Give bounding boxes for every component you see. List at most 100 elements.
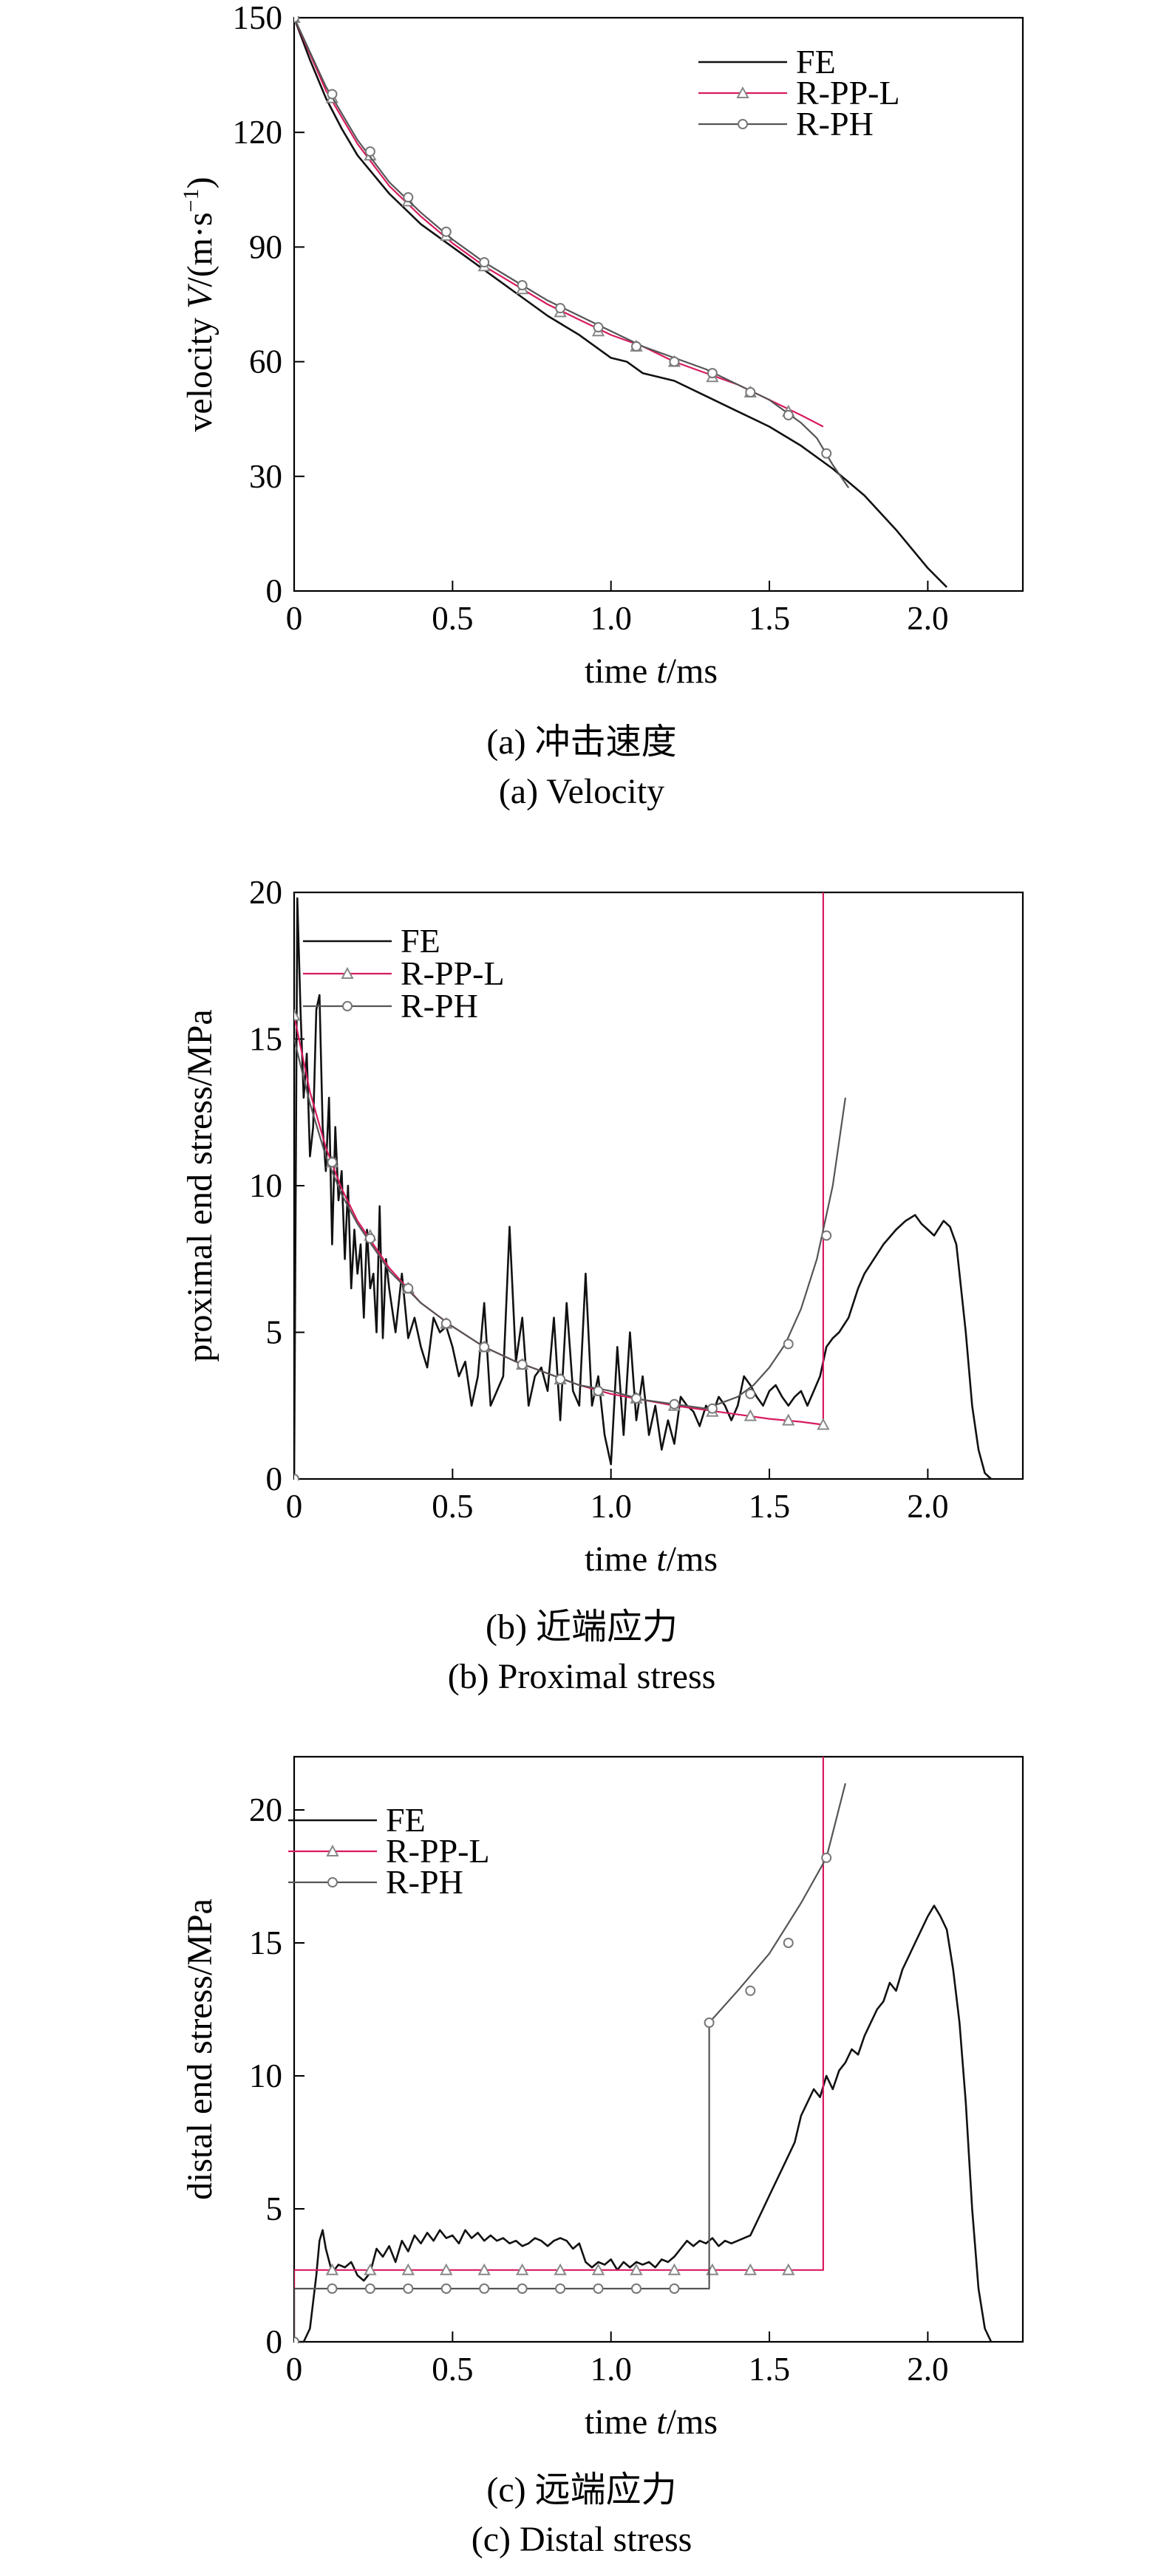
data-point-r-pp-l [440,2263,453,2275]
x-axis-label: time t/ms [585,652,718,691]
data-point-r-pp-l [667,2263,681,2275]
y-axis-label-part: proximal end stress/MPa [180,1009,219,1362]
caption-cn: (b) 近端应力 [486,1608,678,1647]
data-point-r-pp-l [743,1409,757,1421]
y-tick-label: 15 [249,1924,282,1961]
data-point-r-pp-l [294,1008,301,1021]
data-point-r-ph [364,146,375,157]
data-point-r-pp-l [782,2263,795,2275]
data-point-r-ph [704,2018,715,2028]
data-point-r-ph [440,1318,452,1329]
data-point-r-ph [403,192,414,203]
y-axis-label: proximal end stress/MPa [180,1009,219,1362]
data-point-r-ph [364,2283,375,2294]
caption-en: (a) Velocity [499,772,664,811]
data-point-r-ph [294,1474,299,1480]
data-point-r-pp-l [401,2263,415,2275]
y-tick-label: 150 [233,0,283,36]
data-point-r-ph [745,386,756,397]
x-axis-label-part: t [656,1540,667,1579]
x-axis-label-part: t [656,652,667,691]
data-point-r-ph [440,2283,452,2294]
data-point-r-ph [403,2283,414,2294]
data-point-r-ph [555,303,566,314]
y-tick-label: 60 [249,344,282,380]
data-point-r-ph [821,1230,832,1241]
data-point-r-ph [294,16,299,23]
data-point-r-ph [593,322,604,333]
data-point-r-ph [783,1339,794,1350]
y-tick-label: 20 [249,874,282,911]
caption-en: (c) Distal stress [472,2520,692,2559]
data-point-r-ph [479,2283,490,2294]
series-line-r-pp-l [294,1757,825,2342]
data-point-r-ph [593,2283,604,2294]
data-point-r-ph [440,226,452,237]
x-tick-label: 1.5 [749,1488,790,1525]
y-tick-label: 10 [249,2057,282,2094]
chart-panel-c: 0 0.5 1.0 1.5 2.0 0 5 10 15 20 time t/ms distal end… [180,1755,1024,2559]
series-group [294,16,948,588]
x-tick-label: 2.0 [907,2351,948,2388]
legend-marker-r-pp-l [341,966,354,979]
data-point-r-ph [669,1398,680,1410]
data-point-r-ph [517,280,528,291]
data-point-r-ph [517,2283,528,2294]
x-tick-label: 0.5 [432,600,473,637]
y-axis-label-part: /(m·s [180,212,219,287]
x-axis-label-part: time [585,1540,656,1579]
data-point-r-ph [707,1403,718,1414]
x-axis-label-part: /ms [667,652,718,691]
data-point-r-pp-l [477,2263,491,2275]
data-point-r-ph [555,1374,566,1385]
data-point-r-ph [669,2283,680,2294]
x-axis-label: time t/ms [585,2402,718,2442]
series-group [294,892,992,1480]
legend-marker-r-ph [342,1001,353,1011]
legend-label-r-pp-l: R-PP-L [796,74,900,112]
chart-panel-b: 0 0.5 1.0 1.5 2.0 0 5 10 15 20 time t/ms proximal e… [180,874,1024,1696]
data-point-r-pp-l [515,2263,529,2275]
data-point-r-ph [707,368,718,379]
data-point-r-pp-l [554,2263,567,2275]
x-tick-label: 1.0 [590,2351,632,2388]
data-point-r-pp-l [364,2263,377,2275]
data-point-r-ph [479,257,490,268]
data-point-r-ph [593,1385,604,1396]
x-tick-label: 2.0 [907,1488,948,1525]
caption-cn: (c) 远端应力 [486,2470,676,2510]
caption-en: (b) Proximal stress [448,1657,716,1696]
data-point-r-ph [555,2283,566,2294]
x-axis-label-part: time [585,652,656,691]
data-point-r-ph [630,1393,641,1404]
x-tick-label: 0.5 [432,2351,473,2388]
y-tick-label: 15 [249,1021,282,1058]
data-point-r-ph [327,2283,338,2294]
x-axis-label: time t/ms [585,1540,718,1579]
data-point-r-ph [745,1388,756,1399]
y-axis-label-part: −1 [179,188,203,212]
y-tick-label: 10 [249,1167,282,1204]
data-point-r-pp-l [630,2263,643,2275]
data-point-r-ph [517,1359,528,1370]
x-tick-label: 1.5 [749,600,790,637]
data-point-r-pp-l [743,2263,757,2275]
data-point-r-ph [630,2283,641,2294]
data-point-r-ph [479,1342,490,1353]
y-axis-label: distal end stress/MPa [180,1899,219,2200]
legend-marker-r-pp-l [736,86,749,98]
series-line-r-pp-l [294,17,824,428]
y-axis-label-part: velocity [180,309,219,432]
data-point-r-ph [783,410,794,421]
data-point-r-ph [821,1852,832,1863]
y-tick-label: 5 [266,1314,283,1351]
y-tick-label: 20 [249,1791,282,1828]
x-axis-label-part: t [656,2402,667,2442]
y-tick-label: 90 [249,228,282,265]
data-point-r-ph [783,1938,794,1948]
legend-marker-r-pp-l [326,1844,339,1856]
plot-frame [293,1755,1024,2343]
legend-label-fe: FE [386,1801,426,1839]
data-point-r-ph [364,1233,375,1244]
caption-cn: (a) 冲击速度 [486,722,676,762]
